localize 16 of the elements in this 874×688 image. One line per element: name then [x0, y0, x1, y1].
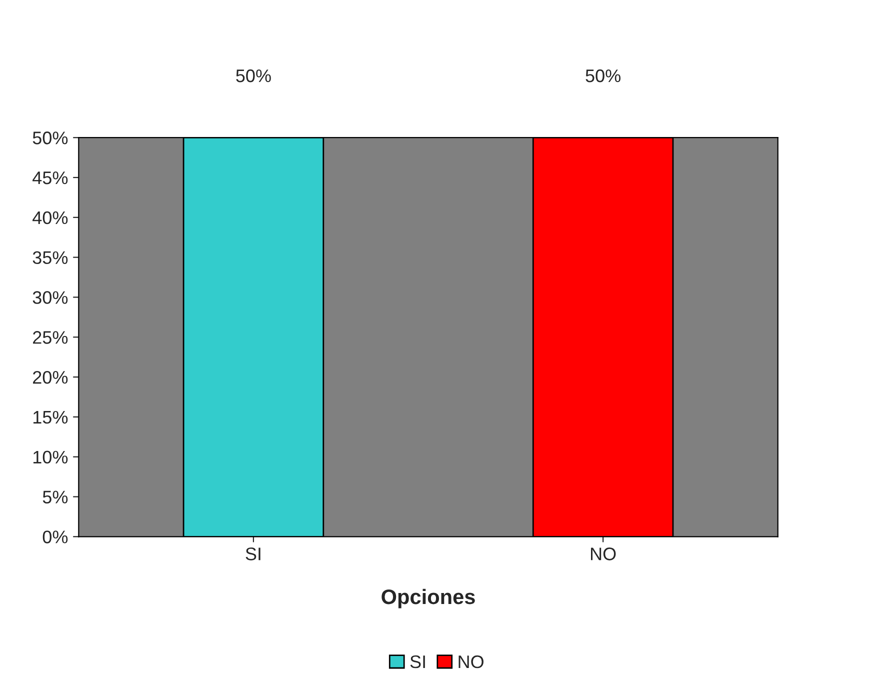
y-tick-label: 0% [42, 530, 68, 544]
legend-label: NO [458, 655, 484, 668]
y-tick-label: 20% [33, 370, 68, 384]
y-tick-label: 30% [32, 291, 68, 304]
y-tick-label: 50% [32, 132, 68, 144]
y-tick-label: 45% [32, 172, 68, 184]
y-tick-label: 5% [42, 490, 68, 504]
data-label: 50% [586, 69, 620, 82]
y-tick-label: 25% [33, 331, 68, 344]
y-tick-label: 40% [32, 211, 68, 224]
y-tick-label: 15% [33, 410, 68, 424]
data-label: 50% [236, 69, 271, 82]
x-axis-title: Opciones [382, 588, 475, 608]
legend-label: SI [410, 655, 425, 668]
y-tick-label: 10% [33, 450, 68, 464]
y-tick-label: 35% [32, 251, 68, 264]
